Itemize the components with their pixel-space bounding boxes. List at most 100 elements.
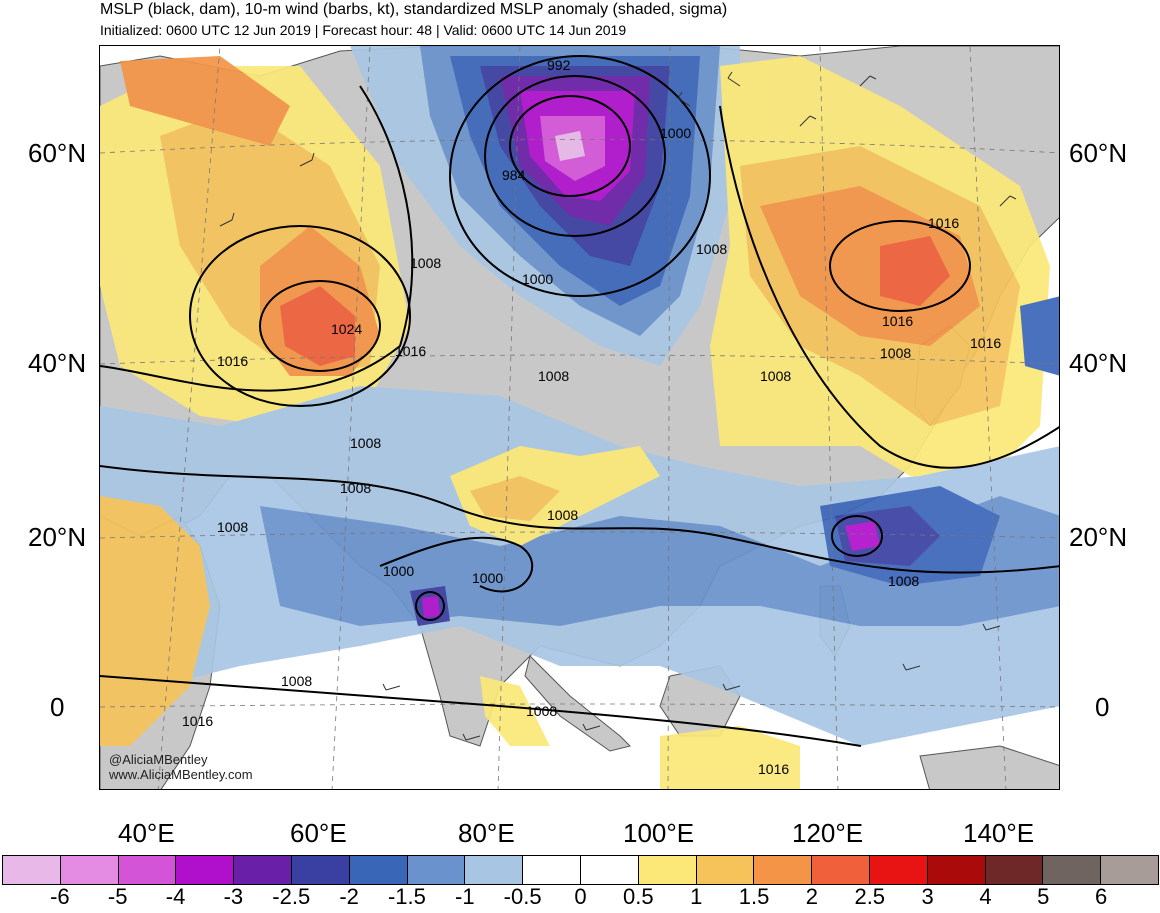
wind-barb [582,723,601,731]
contour-label: 1016 [182,713,213,729]
contour-label: 1024 [331,321,362,337]
lat-label-right: 40°N [1069,348,1128,378]
anomaly-positive-africa [100,496,210,746]
credit-website: www.AliciaMBentley.com [109,767,253,782]
contour-high-europe-2 [189,225,411,407]
contour-label: 1008 [410,255,441,271]
contour-label: 1008 [888,573,919,589]
colorbar-swatch [812,856,870,884]
lon-label: 100°E [623,818,695,848]
gridline-lat-40 [100,354,1059,365]
colorbar-swatch [580,856,639,884]
credit-handle: @AliciaMBentley [109,752,208,767]
anomaly-positive-equator [480,676,550,746]
lon-label: 120°E [792,818,864,848]
colorbar-swatch [927,856,986,884]
colorbar-tick-label: -4 [165,884,186,909]
lon-label: 40°E [118,818,175,848]
contour-high-europe [259,280,381,372]
colorbar-tick-label: 4 [979,884,992,909]
lat-label-left: 40°N [28,348,87,378]
colorbar-swatch [465,856,524,884]
lat-label-right: 20°N [1069,522,1128,552]
contour-low-siberia-2 [484,75,666,237]
wind-barb [799,115,817,127]
contour-1008-south [100,465,1059,574]
colorbar-swatch [523,856,581,884]
contour-label: 1000 [383,563,414,579]
contour-low-siberia-1 [509,95,631,197]
wind-barb [462,733,481,741]
contour-label: 1008 [340,480,371,496]
gridline-lon-120 [819,46,839,789]
anomaly-negative-arabian-core [422,596,440,618]
lat-label-left: 60°N [28,138,87,168]
map-title: MSLP (black, dam), 10-m wind (barbs, kt)… [100,1,728,18]
contour-label: 1016 [970,335,1001,351]
anomaly-positive-australia [660,726,800,789]
colorbar-tick-label: -6 [50,884,70,909]
colorbar-tick-label: 2 [805,884,819,909]
contour-low-wpac [831,515,883,557]
colorbar-tick-label: 0.5 [623,884,654,909]
contour-label: 1008 [696,241,727,257]
colorbar-tick-label: 0 [574,884,587,909]
colorbar-tick-label: -3 [223,884,244,909]
colorbar-tick-label: 5 [1037,884,1050,909]
contour-label: 1008 [526,703,557,719]
map-canvas: 992 984 1000 1008 1000 1008 1016 1024 10… [100,46,1059,789]
colorbar-swatch [407,856,466,884]
lon-label: 80°E [458,818,515,848]
anomaly-positive-tibet-2 [470,476,560,521]
lat-label-left: 20°N [28,522,87,552]
wind-barb [999,195,1017,207]
contour-label: 1008 [880,345,911,361]
colorbar-swatch [869,856,928,884]
colorbar-swatch [60,856,119,884]
colorbar-tick-label: 6 [1095,884,1108,909]
gridline-lon-60 [331,46,371,789]
contour-label: 1016 [395,343,426,359]
contour-label: 1016 [928,215,959,231]
contour-label: 1008 [217,519,248,535]
land-sumatra [524,655,631,752]
anomaly-negative-south-belt-2 [260,496,1059,626]
colorbar-tick-label: -1 [455,884,475,909]
anomaly-negative-wpac-3 [845,521,880,551]
colorbar-tick-label: -5 [107,884,128,909]
wind-barb [859,75,877,87]
anomaly-positive-north-europe [120,56,290,146]
wind-barb [219,212,235,227]
contour-1000-tibet [379,536,534,593]
wind-barb [727,71,741,87]
colorbar-swatch [1043,856,1102,884]
contour-label: 1008 [538,368,569,384]
gridline-lon-100 [667,46,671,789]
wind-barb [382,683,401,691]
contour-label: 1016 [882,313,913,329]
colorbar-swatch [349,856,408,884]
colorbar-swatch [291,856,350,884]
contour-labels: 992 984 1000 1008 1000 1008 1016 1024 10… [182,57,1001,777]
colorbar-tick-label: -1.5 [387,884,426,909]
contour-low-arabian [415,591,445,621]
contour-label: 1008 [350,435,381,451]
anomaly-positive-europe-4 [280,286,355,366]
contour-label: 992 [547,57,571,73]
colorbar-tick-label: -2.5 [272,884,311,909]
wind-barb [982,623,1001,631]
anomaly-negative-siberia-8 [555,131,585,161]
lon-label: 60°E [290,818,347,848]
anomaly-shading [100,46,1059,789]
contour-label: 1000 [660,125,691,141]
contour-label: 1008 [547,507,578,523]
colorbar-tick-label: 1.5 [738,884,770,909]
wind-barb [902,663,921,671]
contour-1016-europe [100,85,414,392]
colorbar-tick-label: 2.5 [854,884,886,909]
gridline-lat-20 [100,531,1059,539]
colorbar-swatch [754,856,813,884]
anomaly-positive-eastasia-4 [880,236,950,306]
colorbar-swatch [1101,856,1158,884]
wind-barb [299,152,315,167]
